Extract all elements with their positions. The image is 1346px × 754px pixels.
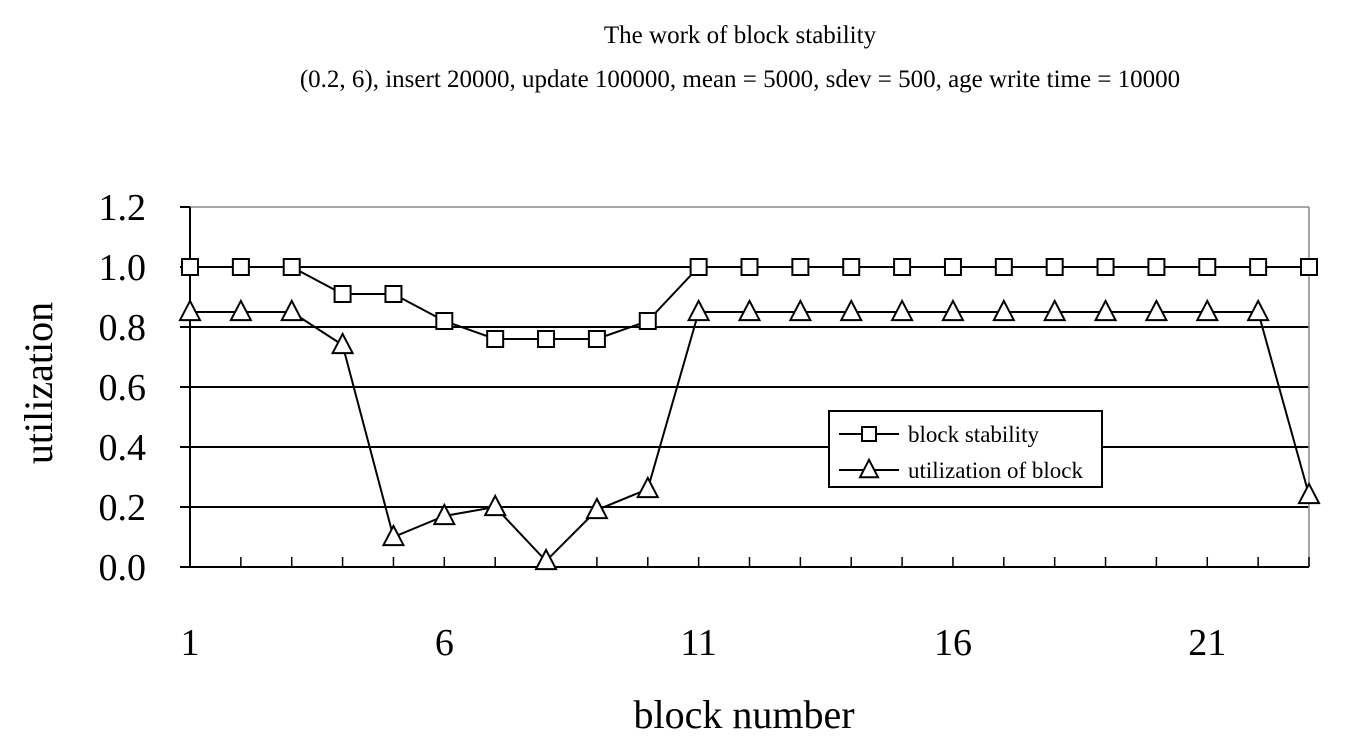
square-marker — [1045, 258, 1064, 276]
y-tick-labels: 0.0 0.2 0.4 0.6 0.8 1.0 1.2 — [99, 187, 147, 589]
square-marker — [861, 426, 877, 442]
triangle-marker — [483, 493, 507, 517]
triangle-marker — [636, 475, 660, 499]
square-marker — [943, 258, 962, 276]
triangle-marker — [1246, 298, 1270, 322]
triangle-marker — [839, 298, 863, 322]
square-marker — [384, 285, 403, 303]
square-marker — [282, 258, 301, 276]
y-tick-label: 0.0 — [99, 547, 147, 589]
y-tick-label: 1.0 — [99, 247, 147, 289]
x-axis-title: block number — [633, 692, 854, 737]
y-tick-label: 0.6 — [99, 367, 147, 409]
square-marker — [537, 330, 556, 348]
square-marker — [231, 258, 250, 276]
series-2 — [178, 298, 1321, 571]
triangle-marker — [330, 331, 355, 355]
triangle-marker — [1093, 298, 1118, 322]
series-1 — [181, 258, 1318, 348]
square-marker — [1198, 258, 1217, 276]
y-axis-title: utilization — [16, 302, 61, 464]
x-tick-label: 1 — [181, 622, 200, 664]
legend-label: utilization of block — [908, 458, 1084, 483]
square-marker — [1300, 258, 1318, 276]
triangle-marker — [941, 298, 965, 322]
square-marker — [1096, 258, 1115, 276]
triangle-marker — [280, 298, 304, 322]
square-marker — [333, 285, 352, 303]
axes — [180, 206, 1310, 568]
triangle-marker — [178, 298, 202, 322]
square-marker — [1147, 258, 1166, 276]
triangle-marker — [1144, 298, 1169, 322]
triangle-marker — [1195, 298, 1219, 322]
triangle-marker — [381, 523, 406, 547]
triangle-marker — [432, 502, 456, 526]
y-tick-label: 0.8 — [99, 307, 147, 349]
y-tick-label: 1.2 — [99, 187, 147, 229]
square-marker — [181, 258, 199, 276]
triangle-marker — [686, 298, 711, 322]
square-marker — [638, 312, 657, 330]
square-marker — [893, 258, 912, 276]
legend-label: block stability — [908, 422, 1039, 447]
triangle-marker — [788, 298, 813, 322]
triangle-marker — [534, 547, 558, 571]
square-marker — [689, 258, 708, 276]
square-marker — [994, 258, 1013, 276]
y-tick-label: 0.4 — [99, 427, 147, 469]
series-group — [178, 258, 1321, 571]
triangle-marker — [585, 496, 609, 520]
legend: block stability utilization of block — [828, 410, 1103, 488]
x-tick-label: 11 — [680, 622, 717, 664]
square-marker — [435, 312, 454, 330]
square-marker — [791, 258, 810, 276]
chart-title: The work of block stability — [603, 22, 877, 49]
triangle-marker — [737, 298, 762, 322]
chart-subtitle: (0.2, 6), insert 20000, update 100000, m… — [299, 66, 1181, 93]
triangle-marker — [890, 298, 914, 322]
x-tick-label: 21 — [1188, 622, 1226, 664]
series-line — [190, 311, 1310, 563]
square-marker — [842, 258, 861, 276]
x-tick-label: 16 — [934, 622, 972, 664]
legend-entry: utilization of block — [839, 457, 1084, 483]
x-tick-label: 6 — [435, 622, 454, 664]
triangle-marker — [1297, 481, 1321, 505]
triangle-marker — [229, 298, 253, 322]
triangle-marker — [1043, 298, 1067, 322]
square-marker — [740, 258, 759, 276]
legend-entry: block stability — [839, 422, 1039, 447]
square-marker — [1249, 258, 1268, 276]
square-marker — [587, 330, 606, 348]
triangle-marker — [858, 457, 880, 479]
y-tick-label: 0.2 — [99, 487, 147, 529]
x-tick-labels: 1 6 11 16 21 — [181, 622, 1227, 664]
square-marker — [486, 330, 505, 348]
triangle-marker — [992, 298, 1016, 322]
